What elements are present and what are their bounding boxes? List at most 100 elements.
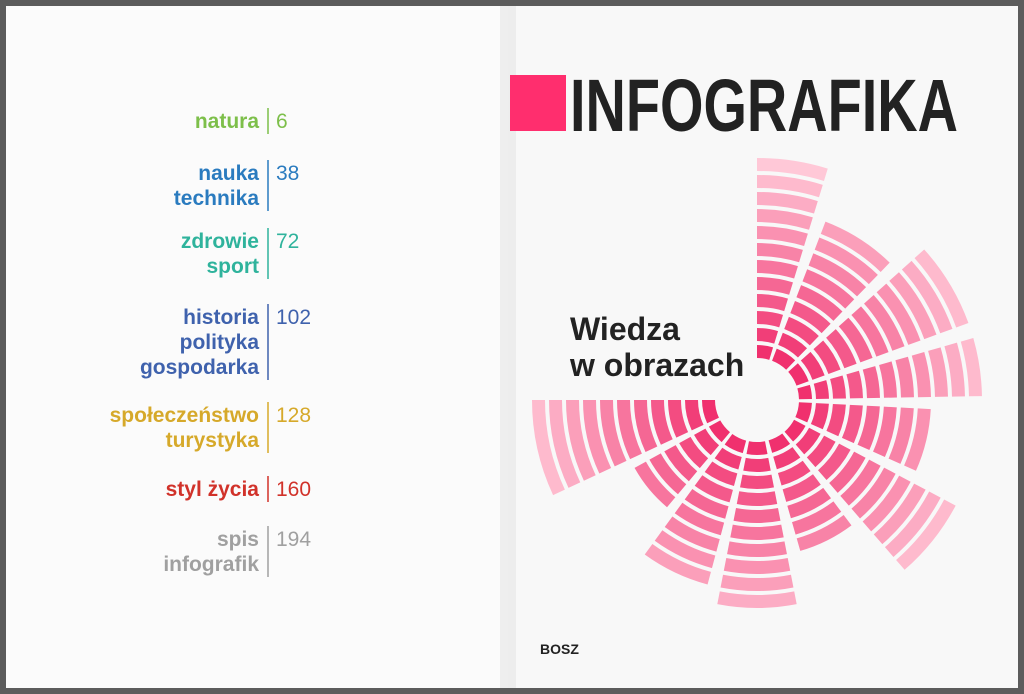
ring-segment [806,435,836,468]
ring-segment [777,460,811,486]
ring-segment [757,294,788,312]
ring-segment [634,400,658,452]
ring-segment [778,332,808,358]
section-label: gospodarka [140,356,259,379]
section-label: turystyka [166,429,260,452]
ring-segment [743,457,771,472]
ring-segment [873,483,926,545]
section-label: polityka [180,331,260,354]
ring-segment [864,294,905,351]
ring-segment [960,337,982,397]
publisher: BOSZ [540,641,579,657]
ring-segment [796,515,852,551]
ring-segment [644,544,711,585]
ring-segment [617,400,642,460]
ring-segment [904,408,931,471]
ring-segment [795,402,812,423]
ring-segment [532,400,565,496]
ring-segment [873,406,897,457]
ring-segment [895,356,914,398]
ring-segment [768,433,791,453]
ring-segment [820,221,890,272]
page-number: 128 [276,404,311,427]
ring-segment [784,316,819,346]
ring-segment [583,400,612,474]
ring-segment [796,285,843,321]
ring-segment [813,380,829,399]
title-square [510,75,566,131]
section-label: zdrowie [181,230,259,253]
left-page [6,6,508,688]
ring-segment [757,243,803,263]
ring-segment [795,427,821,455]
ring-segment [634,461,676,508]
page-number: 160 [276,478,311,501]
page-number: 194 [276,528,311,551]
ring-segment [846,370,863,399]
ring-segment [826,329,857,369]
section-label: spis [217,528,259,551]
ring-segment [704,461,738,486]
page-number: 6 [276,110,288,133]
section-label: sport [207,255,260,278]
ring-segment [818,443,851,480]
ring-segment [757,260,798,279]
ring-segment [694,428,720,456]
section-label: infografik [163,553,259,576]
ring-segment [600,400,627,467]
ring-segment [911,352,931,398]
ring-segment [884,491,941,557]
ring-segment [664,445,698,482]
page-number: 38 [276,162,299,185]
ring-segment [851,467,896,519]
ring-segment [772,348,796,370]
subtitle: Wiedza [570,311,680,347]
section-label: technika [174,187,260,210]
ring-segment [888,407,914,464]
ring-segment [813,340,841,375]
ring-segment [797,384,812,400]
ring-segment [757,158,828,182]
ring-segment [914,249,969,328]
ring-segment [702,400,719,424]
ring-segment [862,475,911,532]
ring-segment [830,375,846,399]
ring-segment [685,400,704,431]
ring-segment [800,351,825,380]
ring-segment [674,502,725,536]
ring-segment [730,524,784,540]
ring-segment [784,419,806,442]
ring-segment [773,447,801,470]
ring-segment [757,345,774,360]
ring-segment [724,433,747,454]
ring-segment [840,459,881,506]
ring-segment [862,366,880,399]
ring-segment [757,311,784,328]
ring-segment [814,237,878,285]
ring-segment [802,269,855,309]
page-number: 102 [276,306,311,329]
ring-segment [782,474,821,502]
ring-segment [723,558,791,574]
ring-segment [901,260,953,334]
ring-segment [727,541,787,557]
ring-segment [829,451,866,493]
ring-segment [684,488,729,519]
ring-segment [679,436,709,469]
ring-segment [757,328,779,344]
section-label: społeczeństwo [110,404,259,427]
ring-segment [714,447,742,470]
ring-segment [566,400,596,481]
ring-segment [808,253,867,297]
spine-shadow [500,6,516,688]
ring-segment [664,516,720,552]
page-number: 72 [276,230,299,253]
subtitle: w obrazach [569,347,744,383]
ring-segment [717,591,797,608]
ring-segment [896,499,956,570]
ring-segment [944,342,965,397]
radial-graphic [532,158,982,608]
ring-segment [889,272,937,340]
ring-segment [549,400,581,488]
